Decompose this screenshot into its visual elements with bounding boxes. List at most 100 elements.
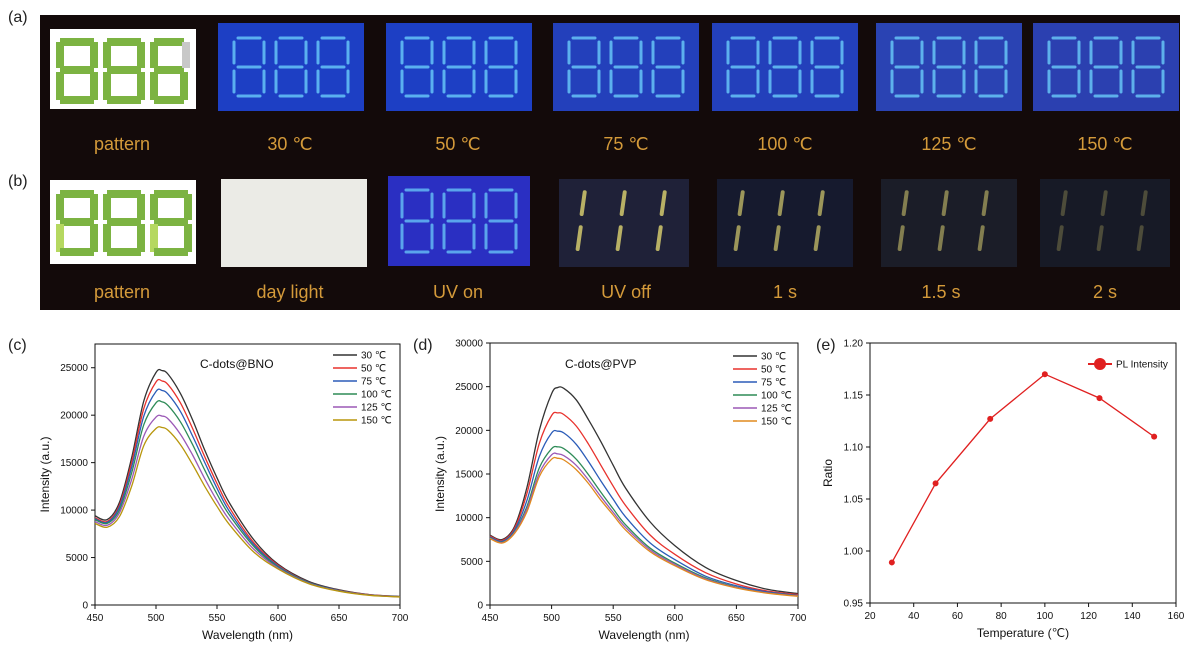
y-tick-label: 30000 [455,339,483,350]
y-tick-label: 10000 [455,513,483,524]
x-tick-label: 500 [543,613,560,624]
data-point [987,415,994,422]
x-tick-label: 650 [728,613,745,624]
x-tick-label: 100 [1037,611,1054,622]
y-tick-label: 5000 [66,553,89,564]
photo-day-light [221,179,367,267]
glow-digit [232,36,266,98]
series-line [891,373,1155,563]
legend-label: 100 ℃ [761,391,792,402]
panel-label-b: (b) [8,173,28,190]
photo-1s [717,179,853,267]
data-point [932,480,939,487]
glow-digit [567,36,601,98]
series-line [94,368,401,598]
afterglow-segment [937,225,945,252]
legend-label: 75 ℃ [761,378,786,389]
afterglow-segment [619,190,627,217]
caption-b-0: pattern [94,282,150,302]
afterglow-segment [941,190,949,217]
plot-frame [869,342,1177,604]
x-tick-label: 120 [1080,611,1097,622]
caption-a-0: pattern [94,134,150,154]
afterglow-segment [615,225,623,252]
glow-digit [484,36,518,98]
y-tick-label: 1.10 [844,443,864,454]
y-tick-label: 25000 [455,382,483,393]
caption-a-1: 30 ℃ [267,134,312,154]
data-point [888,559,895,566]
glow-digit [1047,36,1081,98]
x-tick-label: 500 [148,613,165,624]
caption-a-6: 150 ℃ [1077,134,1132,154]
afterglow-segment [1056,225,1064,252]
series-line [489,452,799,597]
y-tick-label: 1.00 [844,547,864,558]
series-line [489,411,799,596]
afterglow-segments [575,190,1148,252]
plot-frame [94,343,401,606]
caption-b-5: 1.5 s [921,282,960,302]
y-tick-label: 0 [477,601,483,612]
legend-label: 125 ℃ [361,403,392,414]
y-axis-label: Intensity (a.u.) [38,436,52,512]
panel-label: (c) [8,337,27,354]
data-point [1151,433,1158,440]
x-tick-label: 700 [392,613,409,624]
glow-digit [609,36,643,98]
row-b-tiles [50,176,1170,267]
panel-label-a: (a) [8,9,28,26]
y-tick-label: 25000 [60,363,88,374]
caption-b-6: 2 s [1093,282,1117,302]
glow-digit [400,188,434,254]
afterglow-segment [655,225,663,252]
glow-digit [484,188,518,254]
chart-c-bno-spectra: (c) 450 500 550 600 650 700 0 5000 10000 15000 2000… [8,337,409,642]
afterglow-segment [777,190,785,217]
row-b-captions: pattern day light UV on UV off 1 s 1.5 s… [94,282,1117,302]
afterglow-segment [1140,190,1148,217]
afterglow-segment [1060,190,1068,217]
series-line [489,456,799,597]
caption-b-2: UV on [433,282,483,302]
glow-digit [810,36,844,98]
afterglow-segment [813,225,821,252]
x-tick-label: 550 [209,613,226,624]
afterglow-segment [1136,225,1144,252]
series-line [489,445,799,597]
photo-2s [1040,179,1170,267]
afterglow-segment [579,190,587,217]
y-tick-label: 10000 [60,506,88,517]
series-line [94,426,401,598]
afterglow-segment [659,190,667,217]
afterglow-segment [1096,225,1104,252]
chart-e-ratio: (e) 20 40 60 80 100 120 140 160 0.95 1.00 1.05 1.10 1… [816,337,1185,640]
glow-digit [442,188,476,254]
series-line [489,429,799,597]
caption-b-3: UV off [601,282,652,302]
x-tick-label: 600 [666,613,683,624]
y-tick-label: 20000 [455,426,483,437]
x-tick-label: 140 [1124,611,1141,622]
x-axis-label: Temperature (℃) [977,626,1069,640]
x-tick-label: 40 [908,611,920,622]
glowing-digits-uv-on [400,188,518,254]
glow-digit [726,36,760,98]
y-tick-label: 20000 [60,411,88,422]
y-tick-label: 1.05 [844,495,864,506]
legend-label: 125 ℃ [761,404,792,415]
legend-label: 30 ℃ [761,352,786,363]
afterglow-segment [981,190,989,217]
x-tick-label: 450 [87,613,104,624]
afterglow-segment [897,225,905,252]
x-tick-label: 650 [331,613,348,624]
caption-b-4: 1 s [773,282,797,302]
x-tick-label: 700 [790,613,807,624]
x-tick-label: 450 [482,613,499,624]
y-axis-label: Ratio [821,459,835,487]
row-a-tiles [50,23,1179,111]
y-tick-label: 0.95 [844,599,864,610]
panel-label: (e) [816,337,836,354]
legend-label: 50 ℃ [761,365,786,376]
